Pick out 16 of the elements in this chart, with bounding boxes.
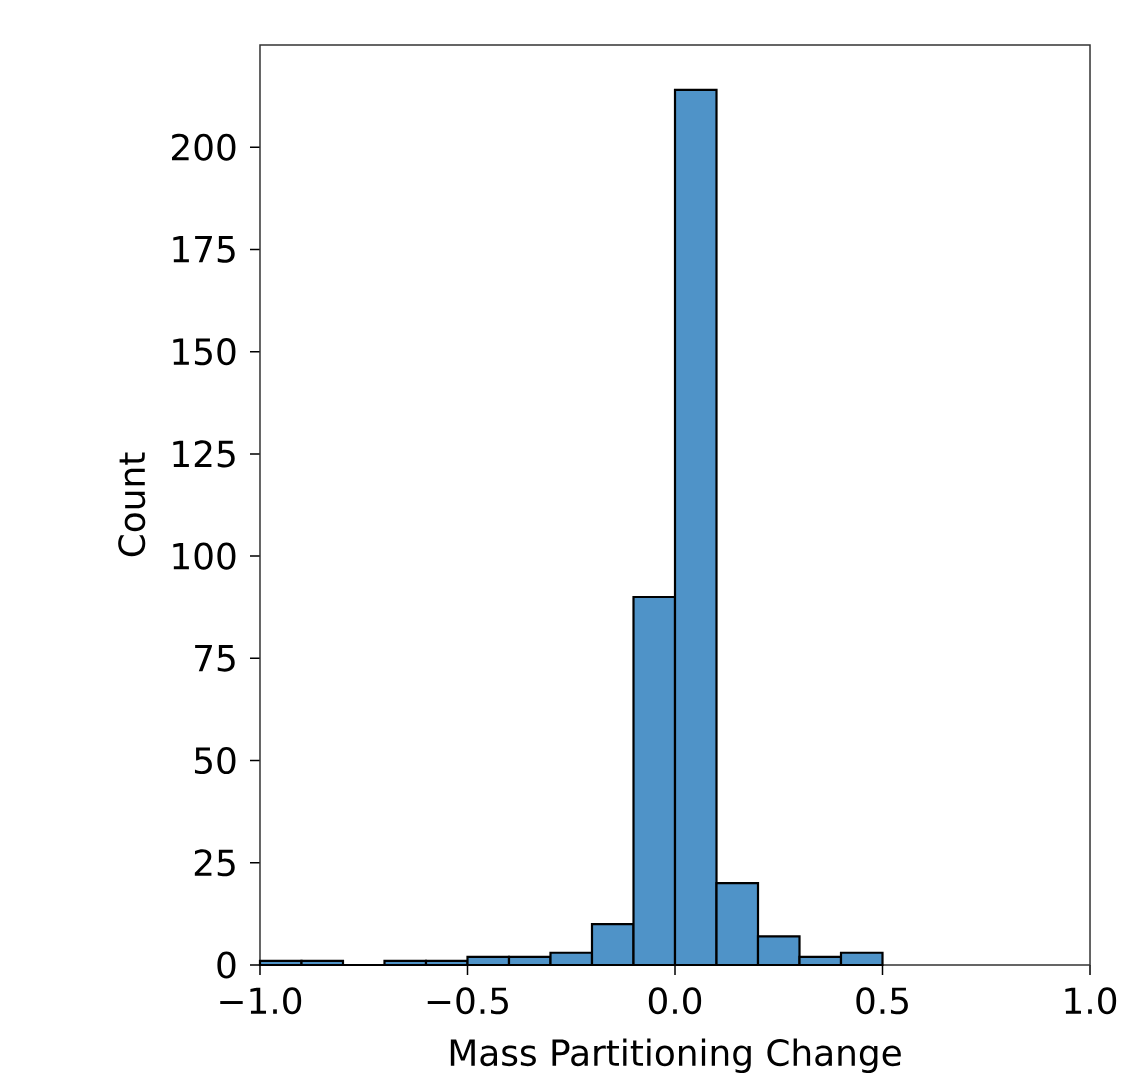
y-tick-label: 75 bbox=[195, 645, 235, 672]
x-tick-label: 0.5 bbox=[856, 987, 908, 1015]
x-tick-label: 0.0 bbox=[648, 987, 702, 1015]
y-tick-label: 200 bbox=[172, 133, 236, 161]
x-axis-title: Mass Partitioning Change bbox=[450, 1038, 901, 1074]
x-tick-label: 1.0 bbox=[1065, 987, 1117, 1015]
y-tick-label: 25 bbox=[194, 849, 235, 877]
y-tick-label: 100 bbox=[173, 542, 236, 570]
y-tick-label: 50 bbox=[194, 747, 236, 775]
x-tick-label: −0.5 bbox=[427, 987, 508, 1015]
y-tick-label: 0 bbox=[217, 951, 236, 979]
y-tick-label: 175 bbox=[173, 236, 235, 263]
y-tick-label: 150 bbox=[173, 338, 236, 366]
x-tick-label: −1.0 bbox=[220, 987, 302, 1015]
y-tick-label: 125 bbox=[173, 440, 235, 468]
y-axis-title: Count bbox=[118, 452, 146, 557]
